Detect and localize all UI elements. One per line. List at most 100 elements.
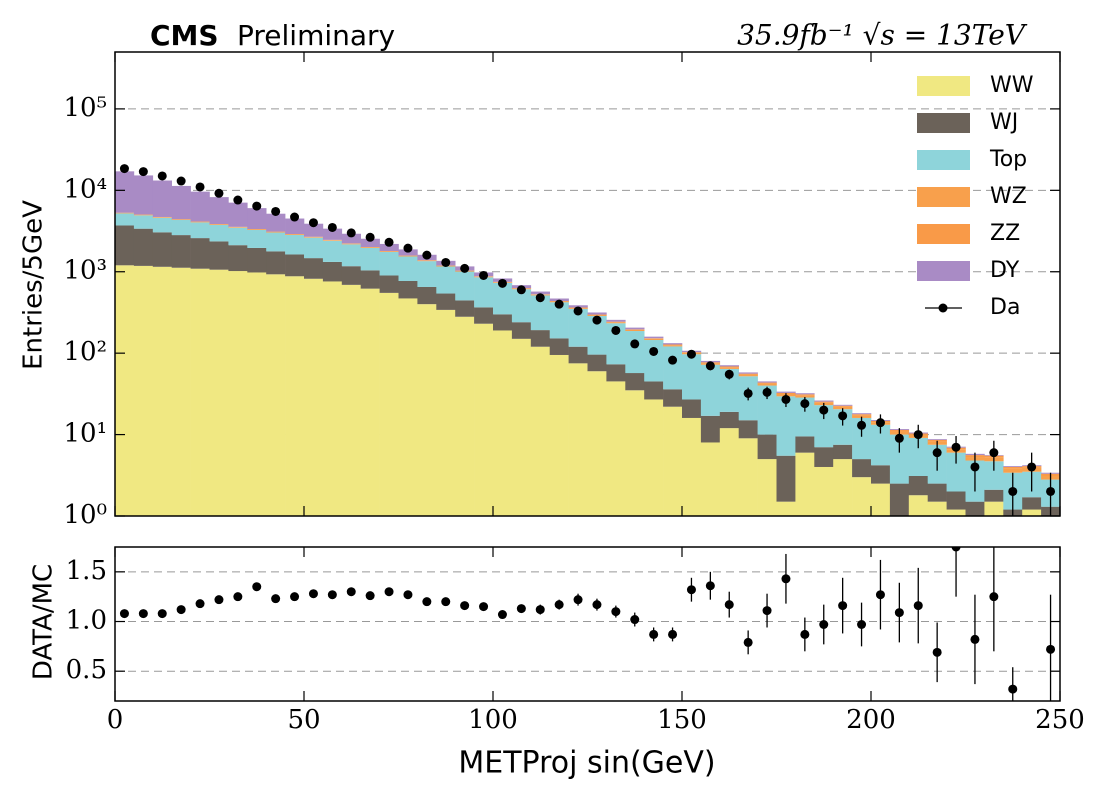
data-point [346,228,356,238]
data-point [516,285,526,295]
stack-segment [133,228,154,266]
data-point [384,237,394,247]
stack-segment [719,365,739,367]
stack-segment [285,234,305,255]
y-tick-label: 10⁴ [63,174,107,204]
stack-segment [417,260,437,262]
data-point [724,369,734,379]
stack-segment [719,368,739,412]
data-point [346,587,356,597]
stack-segment [379,243,399,252]
data-point [705,361,715,371]
data-point [308,218,318,228]
x-tick-label: 200 [846,705,896,735]
stack-segment [814,400,834,402]
x-tick-label: 100 [468,705,518,735]
stack-segment [606,323,626,365]
data-point [214,188,224,198]
subtitle: Preliminary [237,19,395,52]
data-point [762,606,772,616]
stack-segment [587,316,607,355]
ratio-plot [115,547,1060,701]
data-point [365,591,375,601]
stack-segment [379,275,399,293]
data-point [592,600,602,610]
data-point [630,339,640,349]
annotation: 35.9fb⁻¹ √s = 13TeV [737,19,1028,52]
data-point [308,589,318,599]
data-point [460,263,470,273]
data-point [743,637,753,647]
data-point [138,167,148,177]
stack-segment [152,232,172,267]
stack-segment [908,475,928,496]
stack-segment [247,229,267,230]
stack-segment [833,444,853,460]
stack-segment [984,489,1004,502]
x-tick-label: 50 [287,705,320,735]
data-point [195,182,205,192]
stack-segment [719,411,739,429]
stack-segment [530,295,550,331]
stack-segment [738,373,758,375]
stack-segment [398,255,418,257]
data-point [535,293,545,303]
stack-segment [606,364,626,382]
stack-segment [871,465,891,484]
stack-segment [152,266,172,516]
stack-segment [908,437,928,476]
data-point [970,462,980,472]
stack-segment [984,501,1004,516]
data-point [157,171,167,181]
stack-segment [190,191,210,222]
legend-label: WW [990,73,1034,98]
stack-segment [474,307,494,324]
stack-segment [738,420,758,439]
top-frame [114,51,1061,517]
stack-segment [776,391,796,393]
stack-segment [171,220,191,236]
stack-segment [322,240,343,262]
stack-segment [436,309,456,516]
stack-segment [682,417,702,516]
stack-segment [587,312,607,315]
data-point [838,601,848,611]
stack-segment [757,385,777,435]
stack-segment [266,274,286,516]
data-point [573,595,583,605]
stack-segment [209,241,229,270]
stack-segment [946,509,966,516]
stack-segment [115,171,135,213]
data-point [441,257,451,267]
legend-swatch [917,187,970,207]
stack-segment [738,372,758,374]
stack-segment [757,381,777,383]
stack-segment [493,314,513,331]
data-point [894,433,904,443]
stack-segment [379,292,399,516]
stack-segment [360,238,380,248]
stack-segment [530,330,550,347]
legend-swatch [917,261,970,281]
stack-segment [115,265,135,516]
stack-segment [417,261,437,287]
legend-label: DY [990,258,1020,283]
data-point [290,212,300,222]
data-point [233,592,243,602]
data-point [554,299,564,309]
stack-segment [663,346,683,390]
data-point [951,547,961,552]
data-point [649,346,659,356]
stack-segment [738,374,758,377]
stack-segment [511,289,532,323]
stack-segment [228,227,248,228]
data-point [497,278,507,288]
stack-segment [436,293,456,310]
stack-segment [663,344,683,346]
legend-label: Da [990,295,1020,320]
stack-segment [247,272,267,516]
stack-segment [171,267,191,516]
stack-segment [417,286,437,305]
stack-segment [398,256,418,281]
stack-segment [379,251,399,276]
